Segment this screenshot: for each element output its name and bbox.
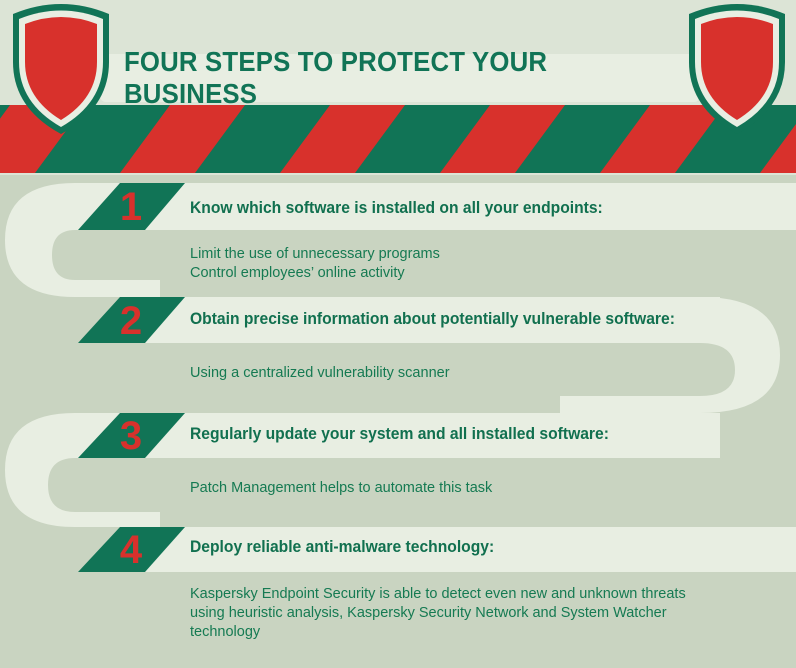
step-description-line: Control employees’ online activity [190,265,405,281]
step-number: 4 [119,527,143,572]
title-band [100,54,700,102]
step-description-line: Limit the use of unnecessary programs [190,246,440,262]
step-description-line: using heuristic analysis, Kaspersky Secu… [190,605,667,621]
step-description-line: Patch Management helps to automate this … [190,480,493,496]
step-number: 2 [119,298,143,343]
page-title: FOUR STEPS TO PROTECT YOUR BUSINESS [124,46,548,109]
serpentine-path [5,183,796,572]
step-number: 1 [119,184,143,229]
step-description: Kaspersky Endpoint Security is able to d… [190,585,686,642]
striped-band [0,105,796,173]
step-heading: Deploy reliable anti-malware technology: [190,537,495,556]
step-description-line: Kaspersky Endpoint Security is able to d… [190,586,686,602]
shield-icon [13,4,109,134]
shield-icon [689,4,785,134]
step-description-line: technology [190,624,261,640]
step-heading: Obtain precise information about potenti… [190,309,675,328]
step-description-line: Using a centralized vulnerability scanne… [190,365,450,381]
step-heading: Know which software is installed on all … [190,198,603,217]
step-description: Limit the use of unnecessary programs Co… [190,245,440,283]
step-description: Patch Management helps to automate this … [190,479,492,498]
step-number: 3 [119,413,143,458]
step-description: Using a centralized vulnerability scanne… [190,364,450,383]
step-heading: Regularly update your system and all ins… [190,424,609,443]
